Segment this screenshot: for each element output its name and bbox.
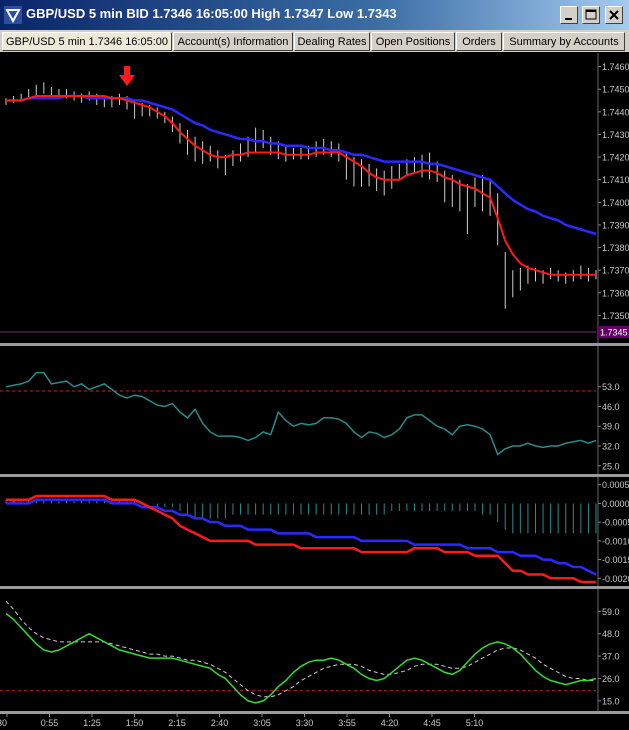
close-button[interactable]	[605, 6, 623, 24]
time-axis: :30 0:55 1:25 1:50 2:15 2:40 3:05 3:30 3:55 4:20 4…	[0, 714, 629, 730]
3-tick-label: 26.0	[602, 674, 620, 684]
tab-account-information[interactable]: Account(s) Information	[173, 32, 293, 51]
time-tick-label: 3:30	[296, 718, 314, 728]
2-tick-label: 0.0000	[602, 499, 629, 509]
0-tick-label: 1.7390	[602, 220, 629, 230]
down-arrow-icon	[119, 66, 136, 86]
2-tick-label: -0.0020	[602, 574, 629, 584]
time-tick-label: 4:45	[423, 718, 441, 728]
minimize-icon	[565, 18, 572, 20]
minimize-button[interactable]	[560, 6, 578, 24]
time-tick-label: :30	[0, 718, 7, 728]
time-tick-label: 2:40	[211, 718, 229, 728]
tab-dealing-rates[interactable]: Dealing Rates	[294, 32, 370, 51]
0-tick-label: 1.7370	[602, 266, 629, 276]
time-tick-label: 3:05	[253, 718, 271, 728]
price-panel: 1.7460 1.7450 1.7440 1.7430 1.7420 1.7410 1.74…	[0, 53, 629, 346]
window-title: GBP/USD 5 min BID 1.7346 16:05:00 High 1…	[26, 6, 397, 21]
3-tick-label: 37.0	[602, 652, 620, 662]
osc2-background	[0, 589, 629, 711]
macd-background	[0, 477, 629, 586]
maximize-button[interactable]	[582, 6, 600, 24]
tab-gbpusd-chart[interactable]: GBP/USD 5 min 1.7346 16:05:00	[2, 32, 172, 51]
price-fast-ma-line	[6, 95, 596, 276]
tab-bar: GBP/USD 5 min 1.7346 16:05:00 Account(s)…	[0, 30, 629, 52]
osc1-background	[0, 346, 629, 474]
1-tick-label: 32.0	[602, 442, 620, 452]
0-tick-label: 1.7400	[602, 198, 629, 208]
time-tick-label: 1:25	[83, 718, 101, 728]
osc1-line	[5, 371, 597, 456]
time-tick-label: 5:10	[466, 718, 484, 728]
close-icon	[609, 10, 619, 20]
macd-line	[6, 494, 596, 584]
macd-panel: 0.0005 0.0000 -0.0005 -0.0010 -0.0015 -0.0020	[0, 477, 629, 589]
0-tick-label: 1.7410	[602, 175, 629, 185]
tab-summary-by-accounts[interactable]: Summary by Accounts	[503, 32, 625, 51]
tab-orders[interactable]: Orders	[456, 32, 502, 51]
maximize-icon	[585, 9, 597, 20]
3-tick-label: 15.0	[602, 696, 620, 706]
macd-separator	[0, 586, 629, 589]
1-tick-label: 39.0	[602, 422, 620, 432]
macd-signal-line	[6, 498, 597, 576]
current-price-label: 1.7345	[600, 328, 628, 338]
time-tick-label: 3:55	[338, 718, 356, 728]
0-tick-label: 1.7460	[602, 62, 629, 72]
2-tick-label: -0.0005	[602, 518, 629, 528]
price-slow-ma-line	[6, 94, 597, 236]
0-tick-label: 1.7440	[602, 107, 629, 117]
oscillator-1-panel: 53.0 46.0 39.0 32.0 25.0	[0, 346, 629, 477]
3-tick-label: 59.0	[602, 607, 620, 617]
time-tick-label: 1:50	[126, 718, 144, 728]
3-tick-label: 48.0	[602, 629, 620, 639]
current-price-badge	[598, 326, 629, 338]
2-tick-label: 0.0005	[602, 480, 629, 490]
time-tick-label: 4:20	[381, 718, 399, 728]
0-tick-label: 1.7430	[602, 130, 629, 140]
osc2-separator	[0, 711, 629, 714]
1-tick-label: 53.0	[602, 382, 620, 392]
0-tick-label: 1.7360	[602, 288, 629, 298]
osc2-k-line	[5, 612, 597, 704]
time-tick-label: 0:55	[41, 718, 59, 728]
osc1-separator	[0, 474, 629, 477]
tab-open-positions[interactable]: Open Positions	[371, 32, 455, 51]
time-tick-label: 2:15	[168, 718, 186, 728]
app-logo-icon	[4, 6, 22, 24]
title-bar[interactable]: GBP/USD 5 min BID 1.7346 16:05:00 High 1…	[0, 0, 629, 30]
time-axis-background	[0, 714, 629, 730]
chart-canvas[interactable]: 1.7460 1.7450 1.7440 1.7430 1.7420 1.7410 1.74…	[0, 52, 629, 730]
1-tick-label: 25.0	[602, 461, 620, 471]
0-tick-label: 1.7350	[602, 311, 629, 321]
1-tick-label: 46.0	[602, 402, 620, 412]
0-tick-label: 1.7380	[602, 243, 629, 253]
0-tick-label: 1.7420	[602, 153, 629, 163]
2-tick-label: -0.0010	[602, 536, 629, 546]
oscillator-2-panel: 59.0 48.0 37.0 26.0 15.0	[0, 589, 629, 714]
price-separator	[0, 343, 629, 346]
2-tick-label: -0.0015	[602, 555, 629, 565]
0-tick-label: 1.7450	[602, 85, 629, 95]
